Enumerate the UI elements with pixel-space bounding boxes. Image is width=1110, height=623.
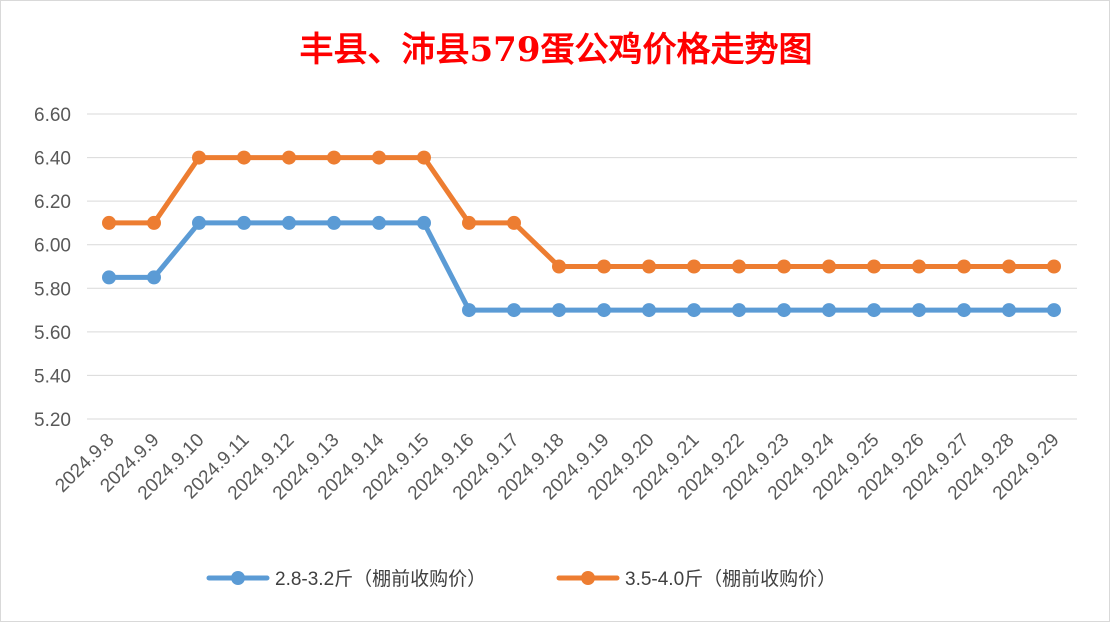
data-point bbox=[867, 303, 881, 318]
y-tick-label: 5.20 bbox=[34, 410, 71, 431]
data-point bbox=[147, 215, 161, 230]
y-tick-label: 6.40 bbox=[34, 149, 71, 170]
data-point bbox=[192, 150, 206, 165]
data-point bbox=[327, 215, 341, 230]
y-axis-ticks: 6.60 6.40 6.20 6.00 5.80 5.60 5.40 5.20 bbox=[34, 105, 71, 431]
data-point bbox=[462, 215, 476, 230]
data-point bbox=[777, 303, 791, 318]
data-point bbox=[642, 303, 656, 318]
x-axis-ticks: 2024.9.82024.9.92024.9.102024.9.112024.9… bbox=[51, 429, 1063, 504]
chart-title: 丰县、沛县579蛋公鸡价格走势图 bbox=[300, 30, 813, 70]
series-2 bbox=[102, 150, 1061, 274]
data-point bbox=[732, 303, 746, 318]
legend-marker bbox=[581, 571, 595, 585]
data-point bbox=[192, 215, 206, 230]
data-point bbox=[552, 259, 566, 274]
data-point bbox=[597, 259, 611, 274]
legend-label: 2.8-3.2斤（棚前收购价） bbox=[275, 568, 486, 590]
series-1 bbox=[102, 215, 1061, 318]
series-line bbox=[106, 155, 1057, 269]
data-point bbox=[912, 303, 926, 318]
y-tick-label: 6.00 bbox=[34, 236, 71, 257]
data-point bbox=[1002, 259, 1016, 274]
data-point bbox=[867, 259, 881, 274]
data-point bbox=[687, 303, 701, 318]
legend-item-2: 3.5-4.0斤（棚前收购价） bbox=[556, 568, 836, 590]
data-point bbox=[957, 259, 971, 274]
data-point bbox=[102, 270, 116, 285]
series-line bbox=[106, 220, 1057, 313]
data-point bbox=[282, 215, 296, 230]
data-point bbox=[372, 150, 386, 165]
data-point bbox=[957, 303, 971, 318]
data-point bbox=[417, 150, 431, 165]
data-point bbox=[642, 259, 656, 274]
data-point bbox=[597, 303, 611, 318]
y-tick-label: 6.20 bbox=[34, 192, 71, 213]
data-point bbox=[147, 270, 161, 285]
data-point bbox=[507, 303, 521, 318]
y-tick-label: 5.40 bbox=[34, 366, 71, 387]
data-point bbox=[282, 150, 296, 165]
legend: 2.8-3.2斤（棚前收购价） 3.5-4.0斤（棚前收购价） bbox=[206, 568, 836, 590]
data-point bbox=[417, 215, 431, 230]
data-point bbox=[822, 259, 836, 274]
y-tick-label: 5.80 bbox=[34, 279, 71, 300]
data-point bbox=[1002, 303, 1016, 318]
data-point bbox=[1047, 259, 1061, 274]
data-point bbox=[912, 259, 926, 274]
data-point bbox=[372, 215, 386, 230]
data-point bbox=[1047, 303, 1061, 318]
data-point bbox=[102, 215, 116, 230]
legend-marker bbox=[231, 571, 245, 585]
data-point bbox=[822, 303, 836, 318]
data-point bbox=[777, 259, 791, 274]
series-layer bbox=[102, 150, 1061, 318]
y-tick-label: 5.60 bbox=[34, 323, 71, 344]
data-point bbox=[687, 259, 701, 274]
legend-item-1: 2.8-3.2斤（棚前收购价） bbox=[206, 568, 486, 590]
data-point bbox=[552, 303, 566, 318]
legend-label: 3.5-4.0斤（棚前收购价） bbox=[625, 568, 836, 590]
data-point bbox=[732, 259, 746, 274]
data-point bbox=[462, 303, 476, 318]
data-point bbox=[237, 215, 251, 230]
data-point bbox=[327, 150, 341, 165]
y-tick-label: 6.60 bbox=[34, 105, 71, 126]
data-point bbox=[237, 150, 251, 165]
data-point bbox=[507, 215, 521, 230]
